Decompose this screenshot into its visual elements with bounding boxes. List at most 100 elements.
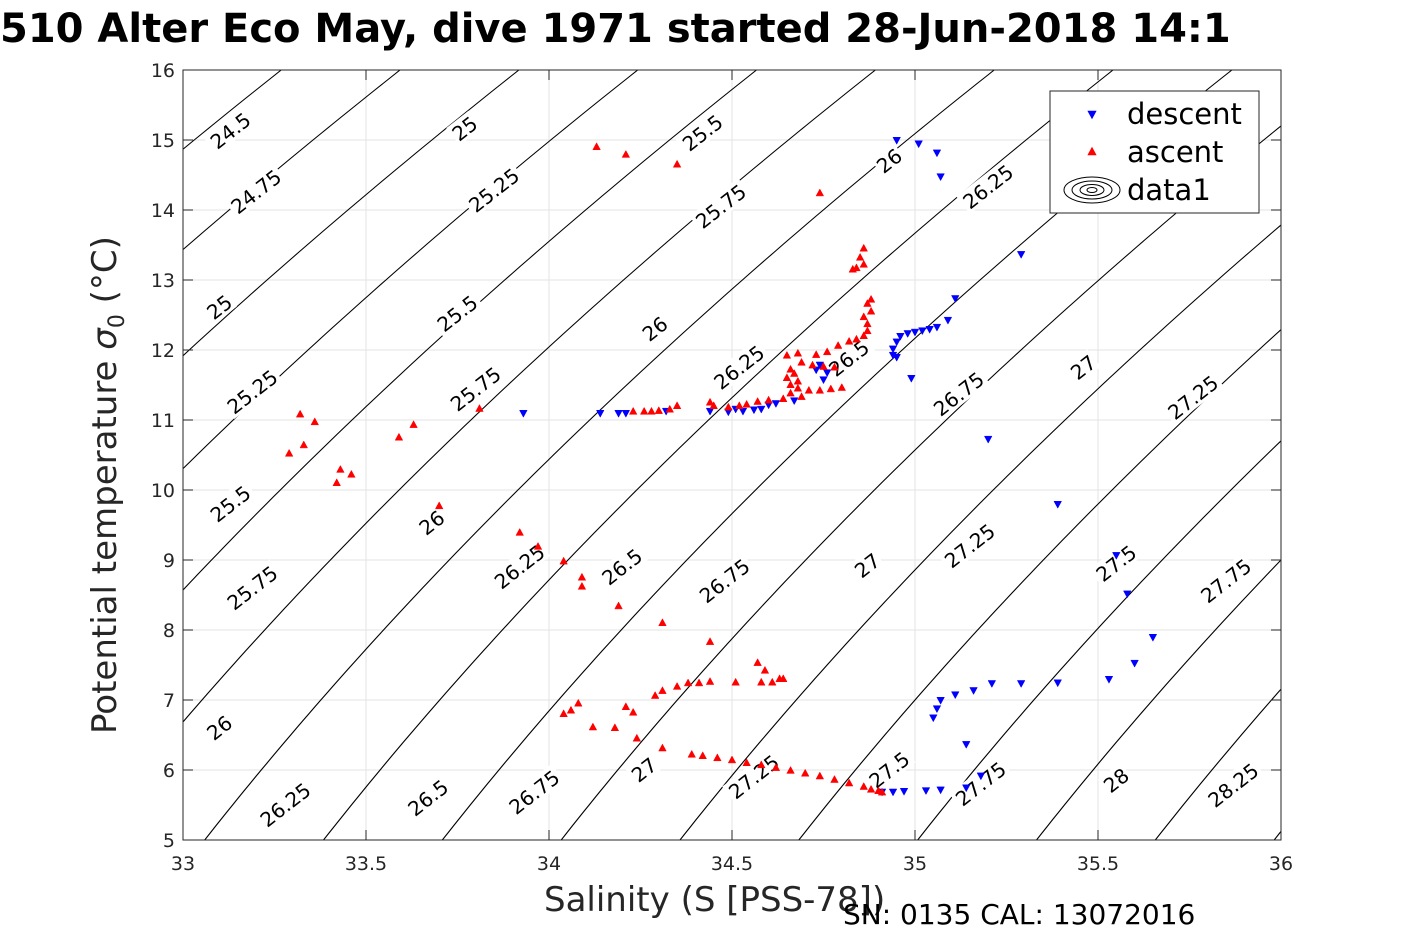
contour-line [679,224,1281,840]
ascent-point [819,362,828,370]
ascent-point [533,541,543,550]
ascent-point [793,383,803,392]
ascent-point [574,698,583,707]
descent-point [1053,501,1062,509]
contour-label: 27 [850,548,885,583]
descent-point [790,397,799,406]
ascent-point [658,686,667,694]
contour-line [183,70,283,150]
descent-point [1112,552,1121,560]
ascent-point [782,350,792,359]
y-tick-label: 15 [151,130,175,152]
legend-marker-descent [1087,110,1097,120]
contour-line [798,328,1281,840]
descent-point [749,406,759,415]
ascent-point [299,440,308,449]
legend-box [1049,90,1260,214]
contour-label-bg [956,158,1019,214]
descent-point [918,327,927,336]
descent-point [932,149,942,158]
descent-point [951,691,960,700]
ascent-point [859,312,868,321]
contour-label: 26.75 [929,367,989,421]
contour-label-bg [224,163,287,219]
ascent-point [753,658,762,666]
contour-label: 26.25 [958,160,1018,214]
ascent-point [760,665,770,674]
y-tick-label: 7 [163,690,175,712]
x-tick-label: 34 [537,853,561,875]
ascent-point [859,259,868,268]
descent-point [929,714,938,723]
ascent-point [815,188,825,197]
x-tick-label: 33.5 [345,853,387,875]
ascent-point [698,751,707,759]
contour-label-bg [446,110,483,146]
contour-label-bg [430,288,484,338]
contour-label-bg [636,310,673,346]
descent-point [983,435,993,444]
ascent-point [336,464,345,473]
ascent-point [628,707,638,716]
contour-label: 26.75 [504,765,564,819]
contour-label-bg [848,547,885,583]
ascent-point [800,768,810,777]
data-points [284,137,1158,797]
legend: descent ascent data1 [1049,90,1260,214]
ascent-point [753,397,762,405]
contour-label-bg [722,748,785,804]
contour-label: 27.25 [1163,371,1223,425]
descent-point [932,323,942,332]
ascent-point [855,252,865,261]
descent-point [969,687,978,695]
descent-point [519,410,528,418]
ascent-point [866,784,876,793]
ascent-point [866,306,876,315]
ascent-point [588,722,598,731]
y-tick-label: 6 [163,760,175,782]
descent-point [907,375,916,383]
contour-line [1154,688,1281,840]
contour-label: 25.75 [223,561,283,615]
ascent-point [687,749,696,758]
ascent-point [295,409,305,418]
ascent-point [672,681,682,690]
contour-label: 26 [414,506,449,541]
ascent-point [658,618,667,626]
contour-label-bg [707,338,770,395]
y-axis-label-text: Potential temperature [85,350,125,734]
ascent-point [683,678,693,687]
ascent-point [650,691,660,699]
contour-label-bg [938,517,1001,573]
y-tick-label: 14 [151,200,175,222]
ascent-point [859,243,868,252]
ascent-point [409,420,418,428]
y-tick-label: 16 [151,60,175,82]
ascent-point [786,364,795,373]
descent-point [614,410,623,418]
ascent-point [735,401,744,409]
ascent-point [672,159,682,168]
descent-point [811,366,821,375]
ascent-point [790,369,799,377]
legend-label: data1 [1127,173,1211,207]
ascent-point [705,637,715,645]
contour-line [204,70,996,840]
x-tick-label: 35 [903,853,927,875]
descent-point [936,697,945,705]
contour-label-bg [400,772,455,822]
contour-label-bg [1201,756,1264,813]
ascent-point [742,758,751,766]
svg-text:Potential temperature σ0 (°C): Potential temperature σ0 (°C) [85,236,130,734]
descent-point [1053,679,1062,688]
ascent-point [822,347,832,356]
descent-point [888,788,898,797]
x-tick-label: 34.5 [711,853,753,875]
contour-label-bg [692,552,756,608]
contour-labels: 24.524.752525.2525.525.752626.252525.252… [201,105,1264,832]
descent-point [962,741,971,749]
ascent-point [768,677,777,686]
contour-label: 26.25 [256,778,316,832]
descent-point [738,407,748,416]
